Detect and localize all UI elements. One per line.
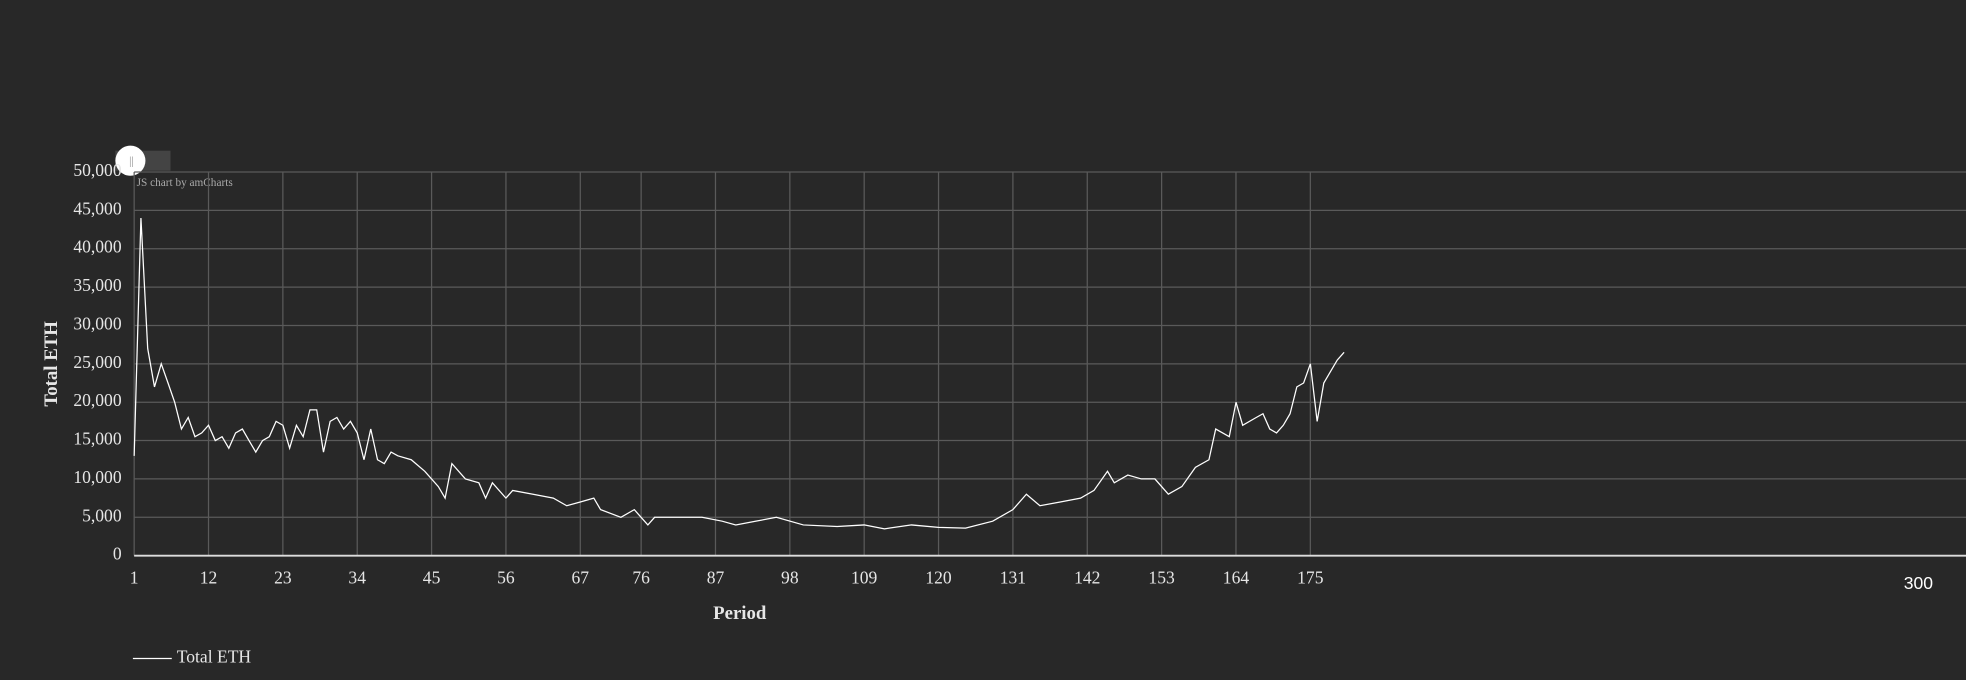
x-tick-label: 12 [200, 568, 218, 588]
y-tick-label: 30,000 [73, 313, 121, 333]
y-tick-label: 25,000 [73, 352, 121, 372]
watermark: JS chart by amCharts [137, 177, 233, 189]
annotation: 300 [1904, 573, 1934, 593]
y-axis-title: Total ETH [41, 321, 62, 407]
x-tick-label: 1 [130, 568, 139, 588]
x-tick-label: 175 [1297, 568, 1324, 588]
y-tick-label: 35,000 [73, 275, 121, 295]
x-tick-label: 34 [348, 568, 366, 588]
x-tick-label: 67 [572, 568, 590, 588]
y-tick-label: 50,000 [73, 160, 121, 180]
x-tick-label: 98 [781, 568, 799, 588]
x-tick-label: 56 [497, 568, 515, 588]
grip-icon: || [129, 156, 134, 168]
y-tick-label: 5,000 [82, 505, 122, 525]
x-tick-label: 45 [423, 568, 441, 588]
line-series [133, 217, 1345, 530]
y-tick-label: 45,000 [73, 198, 121, 218]
y-tick-label: 15,000 [73, 429, 121, 449]
x-tick-label: 76 [632, 568, 650, 588]
x-tick-label: 23 [274, 568, 292, 588]
x-tick-label: 120 [925, 568, 952, 588]
y-tick-label: 40,000 [73, 237, 121, 257]
x-tick-label: 131 [1000, 568, 1026, 588]
scrollbar-grip[interactable] [115, 145, 146, 176]
x-tick-label: 109 [851, 568, 878, 588]
x-tick-label: 153 [1148, 568, 1175, 588]
y-tick-label: 10,000 [73, 467, 121, 487]
x-tick-label: 87 [707, 568, 725, 588]
x-axis-title: Period [713, 603, 767, 624]
legend-label: Total ETH [177, 647, 252, 667]
y-tick-label: 20,000 [73, 390, 121, 410]
x-tick-label: 164 [1223, 568, 1250, 588]
y-tick-label: 0 [113, 544, 122, 564]
x-tick-label: 142 [1074, 568, 1100, 588]
